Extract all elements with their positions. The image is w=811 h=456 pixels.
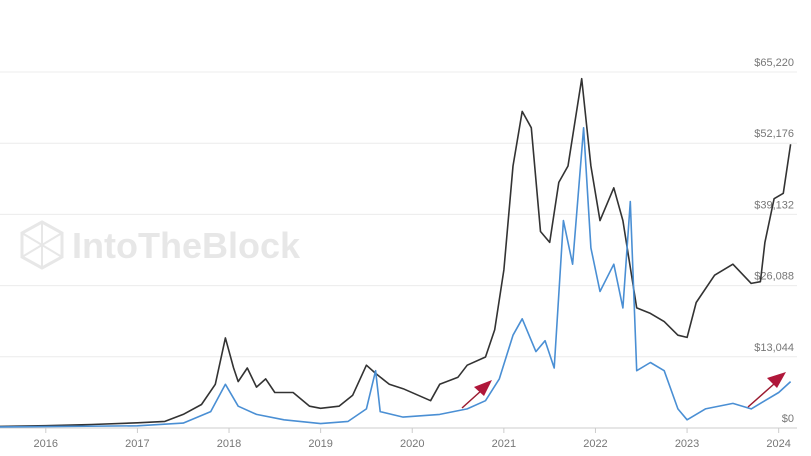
watermark-logo-lines [21,222,63,268]
x-tick-label: 2021 [492,438,516,450]
annotation-arrows [461,372,786,409]
arrow-shaft [747,383,775,408]
y-tick-label: $65,220 [754,57,794,69]
arrow-head [474,380,492,396]
y-tick-label: $52,176 [754,128,794,140]
y-tick-label: $0 [782,413,794,425]
watermark: IntoTheBlock [20,220,301,270]
x-tick-label: 2023 [675,438,699,450]
watermark-logo [20,220,64,270]
plot: $0 $13,044 $26,088 $39,132 $52,176 $65,220 201… [0,57,797,450]
x-tick-label: 2020 [400,438,424,450]
y-tick-label: $26,088 [754,271,794,283]
x-tick-label: 2017 [125,438,149,450]
watermark-text: IntoTheBlock [72,225,301,266]
x-tick-label: 2018 [217,438,241,450]
x-tick-label: 2019 [308,438,332,450]
x-tick-label: 2016 [34,438,58,450]
series-line [0,77,792,428]
y-tick-label: $13,044 [754,342,794,354]
x-tick-label: 2022 [583,438,607,450]
series-line [0,127,792,428]
y-tick-label: $39,132 [754,199,794,211]
arrow-head [767,372,786,388]
x-tick-label: 2024 [766,438,790,450]
arrow-shaft [461,389,483,409]
